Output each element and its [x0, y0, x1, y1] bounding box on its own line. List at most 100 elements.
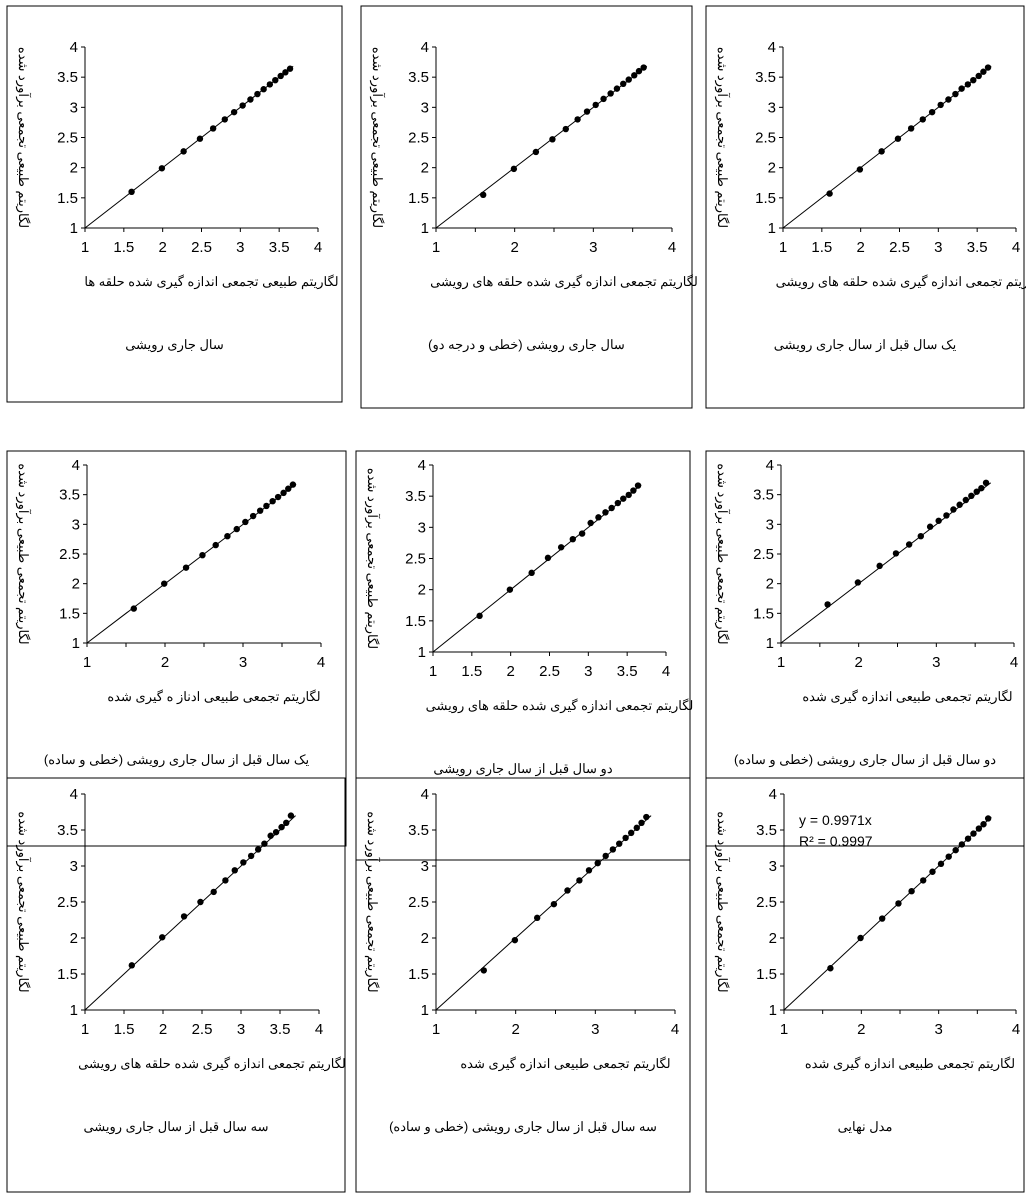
y-tick-label: 1 — [70, 1002, 78, 1019]
data-point — [919, 116, 926, 123]
data-point — [984, 64, 992, 71]
data-point — [578, 530, 586, 537]
data-point — [282, 69, 289, 76]
x-axis-label: لگاریتم تجمعی طبیعی اندازه گیری شده — [802, 689, 1012, 705]
y-tick-label: 3.5 — [755, 69, 776, 86]
data-point — [594, 859, 601, 867]
data-point — [945, 853, 952, 860]
x-tick-label: 1 — [779, 239, 787, 256]
x-tick-label: 4 — [662, 663, 670, 680]
x-tick-label: 4 — [671, 1021, 679, 1038]
y-tick-label: 3 — [768, 99, 776, 116]
data-point — [958, 841, 966, 848]
chart-panel-9: 1 1.5 2 2.5 3 3.5 4 1 2 3 4 لگاریتم تجمعی طبیعی برآ… — [705, 777, 1025, 1193]
data-point — [609, 846, 617, 853]
data-point — [266, 81, 274, 88]
data-point — [286, 65, 294, 72]
y-axis-label: لگاریتم طبیعی تجمعی برآورد شده — [364, 468, 381, 649]
y-tick-label: 2 — [418, 582, 426, 599]
data-point — [926, 523, 934, 530]
panel-frame — [6, 777, 346, 1193]
data-point — [476, 612, 483, 620]
x-tick-label: 4 — [317, 654, 325, 671]
data-point — [272, 828, 280, 836]
data-point — [256, 507, 264, 514]
x-tick-label: 2 — [511, 1021, 519, 1038]
x-tick-label: 4 — [668, 239, 676, 256]
data-point — [230, 108, 238, 116]
data-point — [574, 116, 581, 123]
data-point — [287, 812, 295, 819]
panel-caption: سال جاری رویشی — [125, 337, 224, 353]
y-tick-label: 2.5 — [408, 130, 429, 147]
y-tick-label: 1 — [421, 220, 429, 237]
y-tick-label: 2.5 — [59, 546, 80, 563]
data-point — [857, 934, 864, 942]
data-point — [511, 936, 519, 944]
x-tick-label: 3 — [584, 663, 592, 680]
y-tick-label: 1 — [421, 1002, 429, 1019]
data-point — [614, 499, 622, 507]
data-point — [261, 840, 268, 847]
y-tick-label: 2 — [421, 160, 429, 177]
data-point — [506, 586, 514, 593]
x-tick-label: 3 — [934, 239, 942, 256]
x-axis-label: لگاریتم تجمعی اندازه گیری شده حلقه های ر… — [430, 274, 698, 290]
x-tick-label: 2.5 — [192, 1021, 213, 1038]
y-tick-label: 1 — [768, 220, 776, 237]
data-point — [937, 101, 944, 109]
x-axis-label: لگاریتم تجمعی طبیعی ادناز ه گیری شده — [107, 689, 320, 705]
data-point — [557, 544, 565, 551]
data-point — [278, 823, 285, 831]
panel-caption: دو سال قبل از سال جاری رویشی — [433, 761, 612, 777]
y-tick-label: 3.5 — [756, 822, 777, 839]
x-tick-label: 2 — [506, 663, 514, 680]
y-tick-label: 1.5 — [408, 966, 429, 983]
panel-frame — [355, 450, 691, 861]
data-point — [196, 135, 204, 142]
y-tick-label: 3.5 — [57, 69, 78, 86]
y-tick-label: 3 — [766, 516, 774, 533]
data-point — [283, 819, 290, 826]
data-point — [970, 830, 977, 837]
y-tick-label: 1 — [766, 635, 774, 652]
x-tick-label: 2 — [510, 239, 518, 256]
x-tick-label: 2 — [161, 654, 169, 671]
x-tick-label: 3 — [236, 239, 244, 256]
data-point — [879, 915, 886, 922]
panel-caption: دو سال قبل از سال جاری رویشی (خطی و ساده… — [734, 752, 996, 768]
chart-panel-8: 1 1.5 2 2.5 3 3.5 4 1 2 3 4 لگاریتم تجمعی طبیعی برآ… — [355, 777, 691, 1193]
y-tick-label: 2.5 — [405, 551, 426, 568]
y-tick-label: 3 — [70, 858, 78, 875]
data-point — [929, 868, 936, 875]
data-point — [562, 125, 569, 133]
y-tick-label: 1.5 — [408, 190, 429, 207]
y-tick-label: 4 — [769, 786, 777, 803]
data-point — [549, 136, 556, 143]
data-point — [285, 485, 292, 492]
data-point — [510, 165, 518, 173]
y-tick-label: 3.5 — [408, 822, 429, 839]
y-tick-label: 2 — [421, 930, 429, 947]
data-point — [602, 852, 609, 860]
data-point — [269, 497, 276, 505]
panel-frame — [360, 5, 693, 409]
x-tick-label: 2.5 — [539, 663, 560, 680]
data-point — [608, 504, 615, 512]
data-point — [622, 834, 629, 842]
x-tick-label: 1 — [81, 1021, 89, 1038]
y-axis-label: لگاریتم تجمعی طبیعی برآورد شده — [714, 463, 731, 644]
y-tick-label: 3.5 — [405, 488, 426, 505]
data-point — [964, 835, 972, 842]
x-tick-label: 2 — [159, 1021, 167, 1038]
y-tick-label: 3 — [70, 99, 78, 116]
y-tick-label: 2.5 — [57, 130, 78, 147]
y-tick-label: 1 — [72, 635, 80, 652]
data-point — [130, 605, 137, 612]
data-point — [625, 491, 632, 499]
data-point — [576, 877, 583, 884]
chart-panel-5: 1 1.5 2 2.5 3 3.5 4 1 1.5 2 2.5 3 3.5 4 لگاریتم طبیعی … — [355, 450, 693, 861]
data-point — [980, 821, 987, 828]
y-tick-label: 1.5 — [57, 966, 78, 983]
